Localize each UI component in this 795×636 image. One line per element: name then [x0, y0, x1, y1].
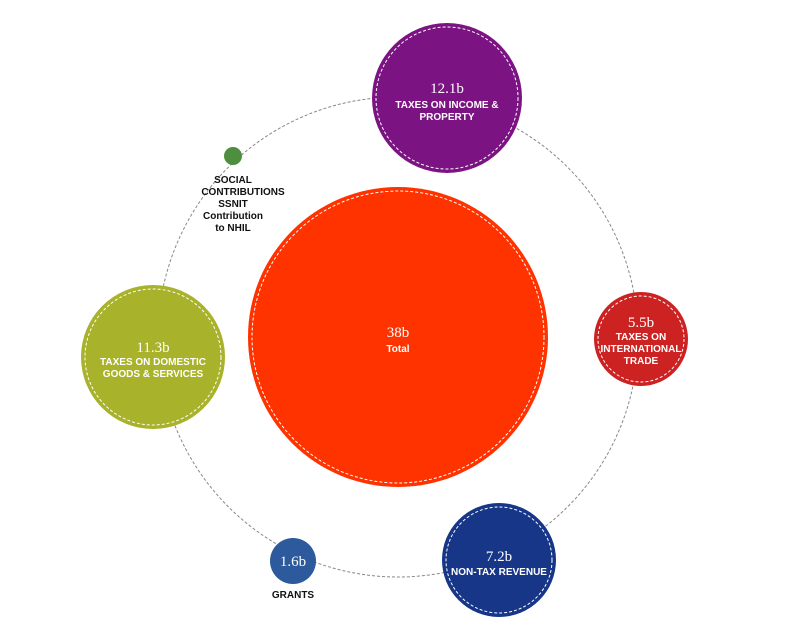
non-tax-revenue-circle — [442, 503, 556, 617]
international-trade-label-line-2: INTERNATIONAL — [601, 344, 682, 355]
international-trade-value: 5.5b — [628, 315, 654, 331]
social-contributions-label-line-4: Contribution — [203, 211, 263, 222]
income-property-label-line-1: TAXES ON INCOME & — [395, 100, 498, 111]
income-property-dash-ring — [375, 26, 519, 170]
international-trade-label-line-1: TAXES ON — [616, 332, 666, 343]
social-contributions-label-line-1: SOCIAL — [214, 175, 252, 186]
total-dash-ring — [251, 190, 545, 484]
international-trade-bubble[interactable]: 5.5b TAXES ON INTERNATIONAL TRADE — [594, 292, 688, 386]
international-trade-dash-ring — [597, 295, 685, 383]
income-property-bubble[interactable]: 12.1b TAXES ON INCOME & PROPERTY — [372, 23, 522, 173]
domestic-goods-services-value: 11.3b — [136, 340, 169, 356]
domestic-goods-services-bubble[interactable]: 11.3b TAXES ON DOMESTIC GOODS & SERVICES — [81, 285, 225, 429]
grants-bubble[interactable]: 1.6b GRANTS — [270, 538, 316, 601]
total-circle — [248, 187, 548, 487]
international-trade-circle — [594, 292, 688, 386]
non-tax-revenue-dash-ring — [445, 506, 553, 614]
social-contributions-label-line-2: CONTRIBUTIONS — [201, 187, 285, 198]
income-property-label-line-2: PROPERTY — [419, 112, 474, 123]
social-contributions-dot — [224, 147, 242, 165]
total-value: 38b — [387, 325, 410, 341]
non-tax-revenue-value: 7.2b — [486, 549, 512, 565]
non-tax-revenue-bubble[interactable]: 7.2b NON-TAX REVENUE — [442, 503, 556, 617]
non-tax-revenue-label-line-1: NON-TAX REVENUE — [451, 567, 547, 578]
social-contributions-label-line-5: to NHIL — [215, 223, 251, 234]
social-contributions-label-line-3: SSNIT — [218, 199, 247, 210]
total-label: Total — [386, 344, 409, 355]
international-trade-label-line-3: TRADE — [624, 356, 659, 367]
income-property-value: 12.1b — [430, 81, 464, 97]
total-bubble[interactable]: 38b Total — [248, 187, 548, 487]
social-contributions-node[interactable]: SOCIAL CONTRIBUTIONS SSNIT Contribution … — [201, 147, 285, 234]
domestic-goods-services-label-line-2: GOODS & SERVICES — [103, 369, 204, 380]
domestic-goods-services-dash-ring — [84, 288, 222, 426]
grants-value: 1.6b — [280, 554, 306, 570]
domestic-goods-services-label-line-1: TAXES ON DOMESTIC — [100, 357, 206, 368]
grants-label: GRANTS — [272, 590, 315, 601]
grants-circle — [270, 538, 316, 584]
domestic-goods-services-circle — [81, 285, 225, 429]
income-property-circle — [372, 23, 522, 173]
